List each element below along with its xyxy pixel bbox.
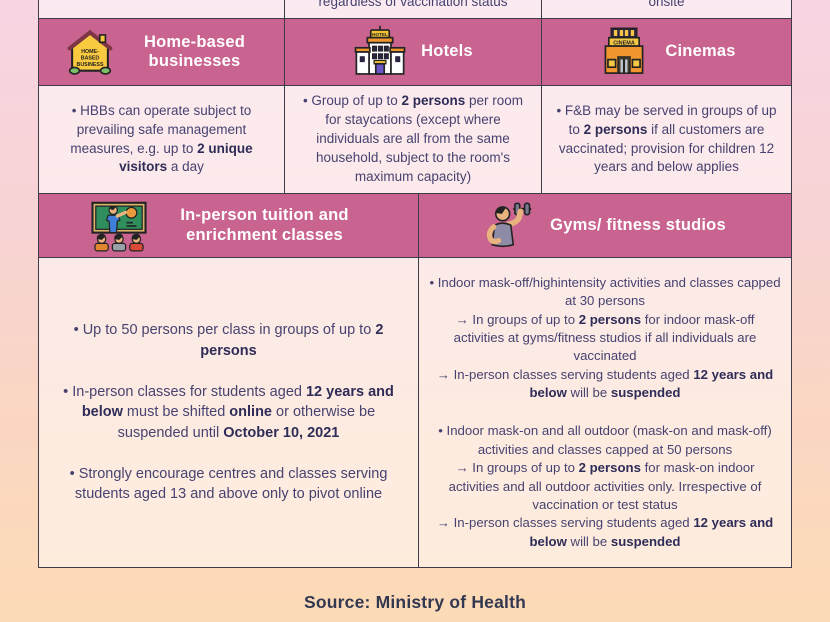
- header-hotels: HOTEL: [284, 19, 541, 85]
- header-home-based-businesses: HOME- BASED BUSINESS Home-based business…: [39, 19, 284, 85]
- detail-row-1: • HBBs can operate subject to prevailing…: [39, 85, 791, 193]
- header-label: Hotels: [421, 42, 473, 61]
- category-row-1: HOME- BASED BUSINESS Home-based business…: [39, 18, 791, 85]
- header-label: Cinemas: [665, 42, 736, 61]
- partial-text-3: onsite: [648, 0, 685, 9]
- header-tuition: In-person tuition and enrichment classes: [39, 194, 418, 257]
- cinemas-rules-cell: • F&B may be served in groups of up to 2…: [541, 86, 791, 193]
- category-row-2: In-person tuition and enrichment classes: [39, 193, 791, 257]
- partial-text-2: regardless of vaccination status: [318, 0, 508, 9]
- gym-icon: [484, 200, 536, 252]
- measures-table: regardless of vaccination status onsite …: [38, 0, 792, 568]
- svg-text:HOTEL: HOTEL: [372, 32, 388, 37]
- tuition-rules-cell: • Up to 50 persons per class in groups o…: [39, 258, 418, 567]
- gyms-rules-cell: • Indoor mask-off/highintensity activiti…: [418, 258, 791, 567]
- tuition-icon: [90, 200, 148, 252]
- hotel-icon: HOTEL: [353, 25, 407, 79]
- hotels-rules-cell: • Group of up to 2 persons per room for …: [284, 86, 541, 193]
- svg-text:BUSINESS: BUSINESS: [76, 62, 103, 68]
- partial-cell-3: onsite: [541, 0, 791, 18]
- detail-row-2: • Up to 50 persons per class in groups o…: [39, 257, 791, 567]
- partial-cell-1: [39, 0, 284, 18]
- table-row-partial: regardless of vaccination status onsite: [39, 0, 791, 18]
- cinema-icon: CINEMA: [597, 25, 651, 79]
- source-attribution: Source: Ministry of Health: [303, 592, 527, 612]
- home-based-business-icon: HOME- BASED BUSINESS: [64, 26, 116, 78]
- header-gyms: Gyms/ fitness studios: [418, 194, 791, 257]
- svg-text:CINEMA: CINEMA: [614, 40, 636, 46]
- svg-text:BASED: BASED: [80, 55, 99, 61]
- header-label: Home-based businesses: [143, 32, 246, 70]
- header-label: Gyms/ fitness studios: [550, 215, 726, 234]
- hbb-rules-cell: • HBBs can operate subject to prevailing…: [39, 86, 284, 193]
- svg-text:HOME-: HOME-: [81, 49, 99, 55]
- partial-cell-2: regardless of vaccination status: [284, 0, 541, 18]
- header-label: In-person tuition and enrichment classes: [180, 206, 349, 244]
- header-cinemas: CINEMA Cinemas: [541, 19, 791, 85]
